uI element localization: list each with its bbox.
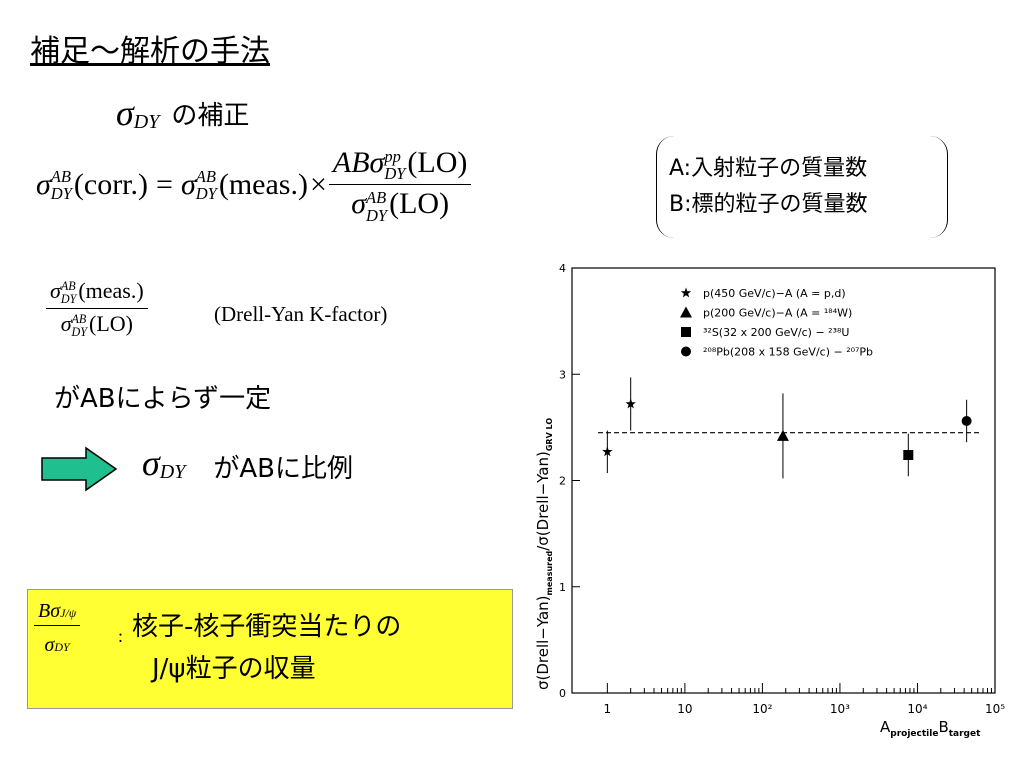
text-part: pp xyxy=(384,146,401,166)
marker-star xyxy=(602,446,613,457)
conclusion: σ DY がABに比例 xyxy=(142,440,353,485)
section-heading: σ DY の補正 xyxy=(116,92,249,134)
text-part: × xyxy=(309,167,327,201)
y-tick-label: 4 xyxy=(559,262,566,275)
x-axis-label: AprojectileBtarget xyxy=(880,718,981,739)
x-tick-label: 10² xyxy=(752,702,772,716)
marker-star xyxy=(680,287,692,298)
x-tick-label: 10 xyxy=(677,702,692,716)
text-part: DY xyxy=(50,183,72,203)
text-part: σ xyxy=(351,187,366,221)
note-line: A:入射粒子の質量数 xyxy=(669,156,868,181)
text-part: (corr.) xyxy=(73,167,149,201)
y-axis-label-part: /σ(Drell−Yan) xyxy=(534,451,552,551)
text-part: AB xyxy=(366,188,387,208)
x-tick-label: 10³ xyxy=(830,702,850,716)
marker-square xyxy=(681,327,691,337)
kfactor-label: (Drell-Yan K-factor) xyxy=(214,302,388,326)
text-part: (meas.) xyxy=(218,167,308,201)
text-part: がABに比例 xyxy=(213,454,353,484)
x-axis-label-part: A xyxy=(880,718,891,736)
text-part: AB xyxy=(60,279,76,294)
text-part: σ xyxy=(60,310,72,336)
y-tick-label: 2 xyxy=(559,475,566,488)
text-part: σ xyxy=(50,600,61,622)
text-part: DY xyxy=(54,640,70,654)
text-part: (LO) xyxy=(89,310,133,336)
text-part: DY xyxy=(71,324,88,339)
text-part: : xyxy=(118,626,124,646)
arrow xyxy=(41,446,118,492)
marker-star xyxy=(625,398,636,409)
marker-circle xyxy=(681,346,691,357)
text-part: σ xyxy=(142,442,160,483)
yield-line: 核子-核子衝突当たりの xyxy=(132,612,402,642)
marker-square xyxy=(903,450,914,460)
marker-triangle xyxy=(680,306,692,318)
y-axis-label: σ(Drell−Yan)measured/σ(Drell−Yan)GRV LO xyxy=(534,418,554,690)
correction-formula: σ AB DY (corr.) = σ AB DY (meas.) × ABσ pp DY (LO… xyxy=(36,146,472,225)
x-tick-label: 1 xyxy=(604,702,612,716)
note-line: B:標的粒子の質量数 xyxy=(669,192,868,217)
y-tick-label: 3 xyxy=(559,368,566,381)
legend-label: p(200 GeV/c)−A (A = ¹⁸⁴W) xyxy=(703,307,852,320)
arrow-shape xyxy=(41,446,118,492)
kfactor-fraction: σ AB DY (meas.) σ AB DY (LO) xyxy=(46,278,148,338)
text-part: DY xyxy=(195,183,217,203)
text-part: DY xyxy=(384,164,406,184)
text-part: (meas.) xyxy=(78,278,144,303)
x-axis-label-part: B xyxy=(938,718,948,736)
text-part: σ xyxy=(369,146,385,179)
text-part: B xyxy=(38,600,51,622)
heading-text: の補正 xyxy=(171,100,250,131)
y-tick-label: 0 xyxy=(559,687,566,700)
slide-title: 補足～解析の手法 xyxy=(30,34,270,69)
text-part: J/ψ xyxy=(60,606,77,620)
y-axis-label-part: GRV LO xyxy=(545,418,554,452)
text-part: AB xyxy=(50,166,71,186)
text-part: σ xyxy=(36,167,51,201)
text-part: DY xyxy=(159,461,186,483)
text-part: DY xyxy=(60,291,77,306)
text-part: σ xyxy=(50,278,61,303)
text-part: (LO) xyxy=(407,146,468,179)
x-tick-label: 10⁵ xyxy=(985,702,1005,716)
text-part: AB xyxy=(71,311,87,326)
text-part: AB xyxy=(195,166,216,186)
x-tick-label: 10⁴ xyxy=(907,702,927,716)
note-box: A:入射粒子の質量数 B:標的粒子の質量数 xyxy=(656,136,948,238)
legend-label: p(450 GeV/c)−A (A = p,d) xyxy=(703,287,846,300)
x-axis-label-part: target xyxy=(949,729,981,739)
statement: がABによらず一定 xyxy=(54,384,272,414)
y-axis-label-part: σ(Drell−Yan) xyxy=(534,595,552,690)
marker-triangle xyxy=(776,429,789,441)
legend-label: ²⁰⁸Pb(208 x 158 GeV/c) − ²⁰⁷Pb xyxy=(703,346,873,359)
text-part: DY xyxy=(366,205,388,225)
legend-label: ³²S(32 x 200 GeV/c) − ²³⁸U xyxy=(703,326,849,339)
yield-line: J/ψ粒子の収量 xyxy=(152,654,316,684)
text-part: σ xyxy=(44,634,55,656)
text-part: σ xyxy=(180,167,196,201)
y-tick-label: 1 xyxy=(559,581,566,594)
marker-circle xyxy=(961,416,972,426)
yield-box: BσJ/ψ σDY : 核子-核子衝突当たりの J/ψ粒子の収量 xyxy=(27,589,513,709)
text-part: AB xyxy=(332,146,370,179)
subscript: DY xyxy=(133,110,160,133)
sigma: σ xyxy=(116,93,134,133)
y-axis-label-part: measured xyxy=(545,550,554,595)
chart: 0 1 2 3 4 1 10 10² 10³ 10⁴ 10⁵ AprojectileBtarget σ(… xyxy=(534,262,1005,739)
text-part: (LO) xyxy=(389,187,450,221)
x-axis-label-part: projectile xyxy=(890,729,938,739)
text-part: = xyxy=(156,167,173,201)
